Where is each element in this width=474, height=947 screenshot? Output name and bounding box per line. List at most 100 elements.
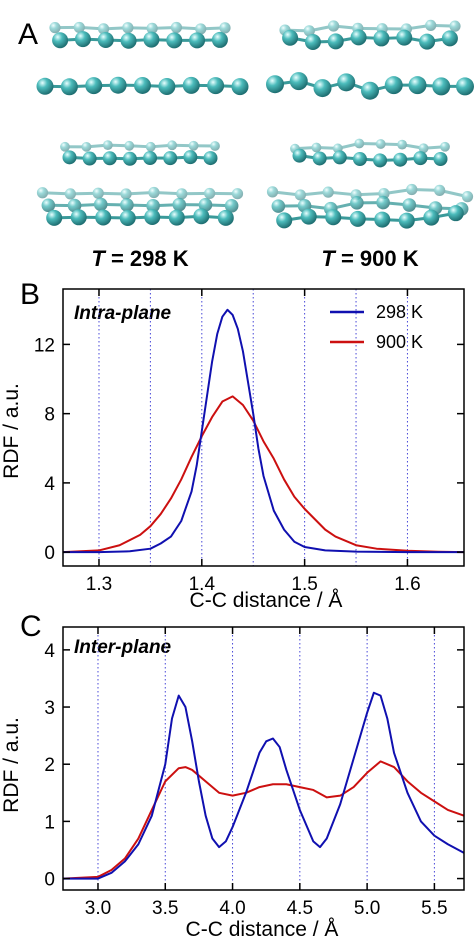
carbon-atom [210, 141, 220, 151]
carbon-atom [143, 151, 157, 165]
carbon-atom [103, 151, 117, 165]
graphene-layer [46, 208, 234, 226]
carbon-atom [166, 32, 182, 48]
carbon-atom [189, 141, 199, 151]
carbon-atom [146, 142, 156, 152]
graphene-layer [60, 140, 220, 151]
carbon-atom [350, 211, 366, 227]
legend-label-900: 900 K [376, 332, 423, 352]
carbon-atom [169, 210, 185, 226]
graphene-layer [279, 20, 460, 37]
carbon-atom [212, 32, 228, 48]
carbon-atom [337, 73, 355, 91]
graphene-layer [52, 31, 228, 49]
carbon-atom [423, 210, 439, 226]
carbon-atom [413, 151, 427, 165]
carbon-atom [456, 77, 474, 95]
graphene-layer [37, 187, 243, 200]
carbon-atom [144, 209, 160, 225]
carbon-atom [434, 152, 448, 166]
carbon-atom [193, 208, 209, 224]
carbon-atom [393, 153, 407, 167]
carbon-atom [396, 30, 412, 46]
y-tick-label: 1 [44, 812, 55, 833]
carbon-atom [406, 184, 417, 195]
x-tick-label: 5.5 [421, 898, 447, 919]
x-tick-label: 1.3 [86, 574, 112, 595]
y-tick-label: 4 [44, 641, 55, 662]
carbon-atom [376, 196, 390, 210]
x-tick-label: 3.0 [85, 898, 111, 919]
carbon-atom [95, 210, 111, 226]
panel-a-label: A [18, 18, 38, 51]
carbon-atom [397, 140, 407, 150]
carbon-atom [143, 32, 159, 48]
panel-b-title: Intra-plane [74, 303, 172, 324]
carbon-atom [71, 209, 87, 225]
graphene-layer [37, 77, 249, 96]
carbon-atom [148, 187, 159, 198]
carbon-atom [272, 199, 286, 213]
carbon-atom [204, 151, 218, 165]
carbon-atom [267, 186, 278, 197]
carbon-atom [122, 22, 133, 33]
carbon-atom [301, 209, 317, 225]
carbon-atom [52, 32, 68, 48]
carbon-atom [123, 152, 137, 166]
graphene-layer [266, 72, 474, 100]
carbon-atom [37, 187, 48, 198]
carbon-atom [218, 210, 234, 226]
carbon-atom [176, 188, 187, 199]
x-tick-label: 4.0 [219, 898, 245, 919]
carbon-atom [282, 30, 298, 46]
carbon-atom [312, 143, 322, 153]
carbon-atom [103, 140, 113, 150]
carbon-atom [189, 32, 205, 48]
carbon-atom [120, 188, 131, 199]
panel-a: A T = 298 K T = 900 K [18, 18, 474, 271]
x-tick-label: 3.5 [152, 898, 178, 919]
y-tick-label: 4 [44, 474, 55, 495]
carbon-atom [110, 77, 127, 94]
carbon-atom [207, 77, 224, 94]
carbon-atom [373, 30, 389, 46]
panel-c-xlabel: C-C distance / Å [186, 918, 339, 941]
panel-b-legend: 298 K 900 K [330, 302, 423, 352]
y-tick-label: 2 [44, 755, 55, 776]
carbon-atom [65, 188, 76, 199]
carbon-atom [361, 82, 379, 100]
carbon-atom [328, 20, 339, 31]
carbon-atom [419, 34, 435, 50]
carbon-atom [232, 188, 243, 199]
carbon-atom [75, 31, 91, 47]
panel-c-ylabel: RDF / a.u. [0, 717, 23, 813]
temperature-label-298: T = 298 K [91, 246, 188, 271]
graphene-layer [42, 198, 239, 213]
carbon-atom [120, 198, 134, 212]
carbon-atom [313, 151, 327, 165]
carbon-atom [462, 191, 473, 202]
carbon-atom [323, 187, 334, 198]
carbon-atom [219, 22, 230, 33]
carbon-atom [373, 153, 387, 167]
carbon-atom [171, 22, 182, 33]
carbon-atom [167, 140, 177, 150]
legend-label-298: 298 K [376, 302, 423, 322]
carbon-atom [442, 30, 458, 46]
carbon-atom [232, 78, 249, 95]
carbon-atom [440, 142, 450, 152]
carbon-atom [158, 78, 175, 95]
carbon-atom [328, 33, 344, 49]
carbon-atom [434, 185, 445, 196]
panel-b-ylabel: RDF / a.u. [0, 383, 23, 479]
carbon-atom [163, 151, 177, 165]
carbon-atom [172, 198, 186, 212]
carbon-atom [432, 77, 450, 95]
x-tick-label: 5.0 [354, 898, 380, 919]
carbon-atom [49, 22, 60, 33]
carbon-atom [276, 212, 292, 228]
carbon-atom [183, 77, 200, 94]
y-tick-label: 0 [44, 543, 55, 564]
